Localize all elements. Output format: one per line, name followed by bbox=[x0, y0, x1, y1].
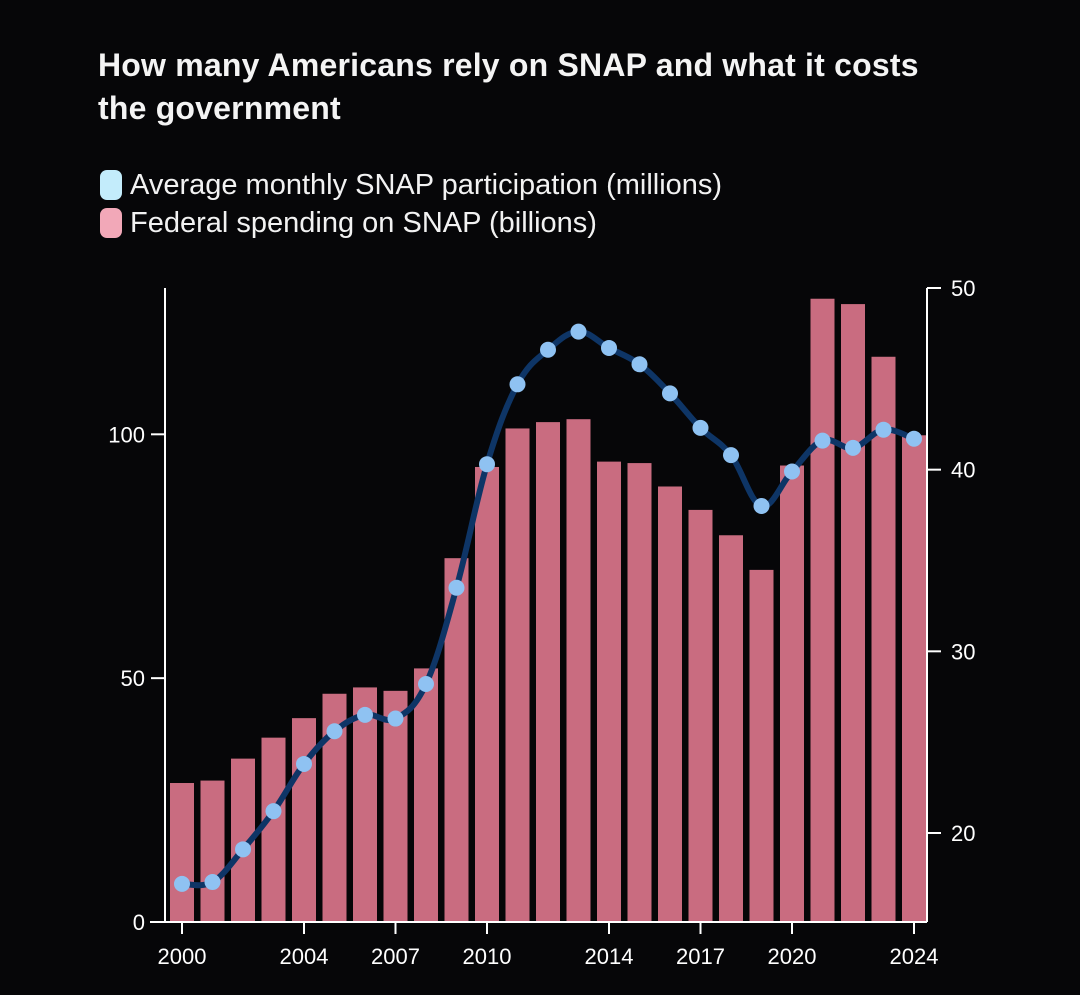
bar-2024 bbox=[902, 435, 926, 922]
point-2009 bbox=[448, 579, 465, 596]
point-2010 bbox=[479, 456, 495, 473]
bar-2015 bbox=[627, 463, 652, 922]
y-left-tick-label-50: 50 bbox=[121, 666, 145, 691]
bars-spending bbox=[170, 298, 926, 922]
point-2018 bbox=[723, 447, 739, 464]
legend-item-spending: Federal spending on SNAP (billions) bbox=[100, 204, 722, 242]
legend: Average monthly SNAP participation (mill… bbox=[100, 166, 722, 242]
point-2014 bbox=[601, 339, 617, 356]
bar-2001 bbox=[200, 780, 225, 922]
point-2001 bbox=[204, 874, 221, 891]
bar-2019 bbox=[749, 569, 774, 922]
legend-label-participation: Average monthly SNAP participation (mill… bbox=[130, 169, 723, 201]
bar-2003 bbox=[261, 737, 286, 922]
point-2023 bbox=[875, 421, 892, 438]
point-2019 bbox=[753, 497, 770, 514]
legend-swatch-spending bbox=[100, 208, 122, 238]
bar-2007 bbox=[383, 690, 408, 922]
point-2007 bbox=[387, 710, 404, 727]
point-2008 bbox=[418, 676, 434, 693]
point-2012 bbox=[540, 341, 556, 358]
bar-2013 bbox=[566, 419, 591, 922]
bar-2020 bbox=[780, 465, 804, 922]
x-tick-label-2020: 2020 bbox=[768, 944, 817, 969]
bar-2004 bbox=[292, 718, 316, 922]
bar-2018 bbox=[719, 535, 743, 922]
y-right-tick-label-30: 30 bbox=[951, 639, 975, 664]
x-tick-label-2010: 2010 bbox=[463, 944, 512, 969]
point-2016 bbox=[662, 385, 678, 402]
bar-2006 bbox=[353, 687, 377, 922]
point-2002 bbox=[235, 841, 251, 858]
point-2022 bbox=[845, 439, 861, 456]
bar-2008 bbox=[414, 668, 438, 922]
y-right-tick-label-40: 40 bbox=[951, 458, 975, 483]
point-2000 bbox=[174, 875, 190, 892]
bar-2022 bbox=[841, 304, 865, 922]
points-participation bbox=[174, 323, 922, 892]
x-tick-label-2024: 2024 bbox=[890, 944, 939, 969]
point-2015 bbox=[631, 356, 648, 373]
y-right-tick-label-20: 20 bbox=[951, 821, 975, 846]
point-2020 bbox=[784, 463, 800, 480]
x-tick-label-2007: 2007 bbox=[371, 944, 420, 969]
x-tick-label-2017: 2017 bbox=[676, 944, 725, 969]
point-2005 bbox=[326, 723, 343, 740]
y-left-tick-label-100: 100 bbox=[108, 422, 145, 447]
point-2003 bbox=[265, 803, 282, 820]
legend-swatch-participation bbox=[100, 170, 122, 200]
point-2006 bbox=[357, 706, 373, 723]
legend-label-spending: Federal spending on SNAP (billions) bbox=[130, 207, 597, 239]
x-tick-label-2000: 2000 bbox=[158, 944, 207, 969]
point-2004 bbox=[296, 755, 312, 772]
bar-2011 bbox=[505, 428, 530, 922]
bar-2017 bbox=[688, 509, 713, 922]
legend-item-participation: Average monthly SNAP participation (mill… bbox=[100, 166, 722, 204]
x-tick-label-2014: 2014 bbox=[585, 944, 634, 969]
bar-2021 bbox=[810, 298, 835, 922]
x-tick-label-2004: 2004 bbox=[280, 944, 329, 969]
bar-2012 bbox=[536, 422, 560, 922]
bar-2023 bbox=[871, 356, 896, 922]
point-2017 bbox=[692, 419, 709, 436]
y-left-tick-label-0: 0 bbox=[133, 910, 145, 935]
bar-2010 bbox=[475, 466, 499, 922]
point-2024 bbox=[906, 430, 922, 447]
bar-2000 bbox=[170, 783, 194, 922]
chart-title: How many Americans rely on SNAP and what… bbox=[98, 47, 919, 126]
bar-2014 bbox=[597, 461, 621, 922]
y-right-tick-label-50: 50 bbox=[951, 276, 975, 301]
bar-2016 bbox=[658, 486, 682, 922]
point-2011 bbox=[509, 376, 526, 393]
point-2021 bbox=[814, 432, 831, 449]
point-2013 bbox=[570, 323, 587, 340]
